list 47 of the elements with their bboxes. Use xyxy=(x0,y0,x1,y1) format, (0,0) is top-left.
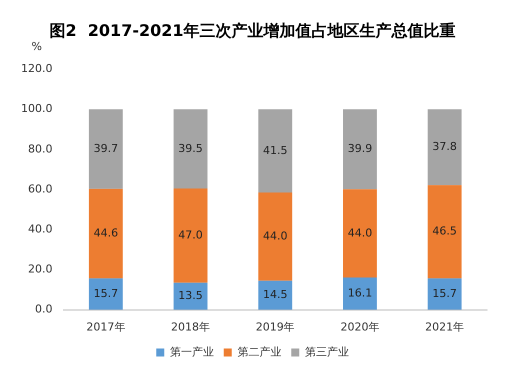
data-label: 44.0 xyxy=(262,229,288,242)
x-tick-label: 2020年 xyxy=(340,320,380,334)
data-label: 13.5 xyxy=(178,289,203,302)
data-label: 14.5 xyxy=(262,288,288,302)
x-tick-label: 2017年 xyxy=(86,320,126,334)
y-axis-title: % xyxy=(32,40,42,54)
data-label: 37.8 xyxy=(432,140,457,154)
bar xyxy=(174,282,208,310)
bar xyxy=(174,109,208,188)
data-label: 16.1 xyxy=(348,286,372,300)
chart-title: 图2 2017-2021年三次产业增加值占地区生产总值比重 xyxy=(50,20,456,40)
data-label: 39.9 xyxy=(348,142,372,156)
legend-label: 第一产业 xyxy=(170,345,214,358)
bar xyxy=(343,109,377,190)
y-tick-label: 120.0 xyxy=(20,62,52,76)
legend-label: 第三产业 xyxy=(304,345,349,358)
bar xyxy=(428,109,462,186)
data-label: 47.0 xyxy=(178,228,203,242)
data-label: 44.6 xyxy=(94,226,118,240)
legend-label: 第二产业 xyxy=(237,345,282,358)
bar xyxy=(258,280,292,310)
y-tick-label: 20.0 xyxy=(28,262,52,276)
y-tick-label: 100.0 xyxy=(20,102,52,116)
bar xyxy=(343,278,377,310)
x-tick-label: 2019年 xyxy=(256,320,295,334)
data-label: 39.5 xyxy=(178,142,203,155)
y-tick-label: 60.0 xyxy=(28,182,52,196)
y-tick-label: 80.0 xyxy=(28,142,52,156)
bar xyxy=(174,188,208,283)
data-label: 41.5 xyxy=(262,144,288,157)
y-tick-label: 40.0 xyxy=(28,222,52,236)
x-tick-label: 2021年 xyxy=(425,320,464,334)
data-label: 15.7 xyxy=(432,286,457,300)
bar xyxy=(343,189,377,278)
data-label: 44.0 xyxy=(348,226,372,240)
y-tick-label: 0.0 xyxy=(34,302,52,316)
bar xyxy=(428,278,462,310)
bar xyxy=(428,185,462,278)
bar xyxy=(258,109,292,193)
data-label: 46.5 xyxy=(432,224,457,238)
data-label: 15.7 xyxy=(94,286,118,300)
bar xyxy=(88,109,123,189)
bar xyxy=(258,192,292,281)
bar xyxy=(88,278,123,310)
data-label: 39.7 xyxy=(94,142,118,155)
x-tick-label: 2018年 xyxy=(171,320,210,334)
bar xyxy=(88,188,123,278)
